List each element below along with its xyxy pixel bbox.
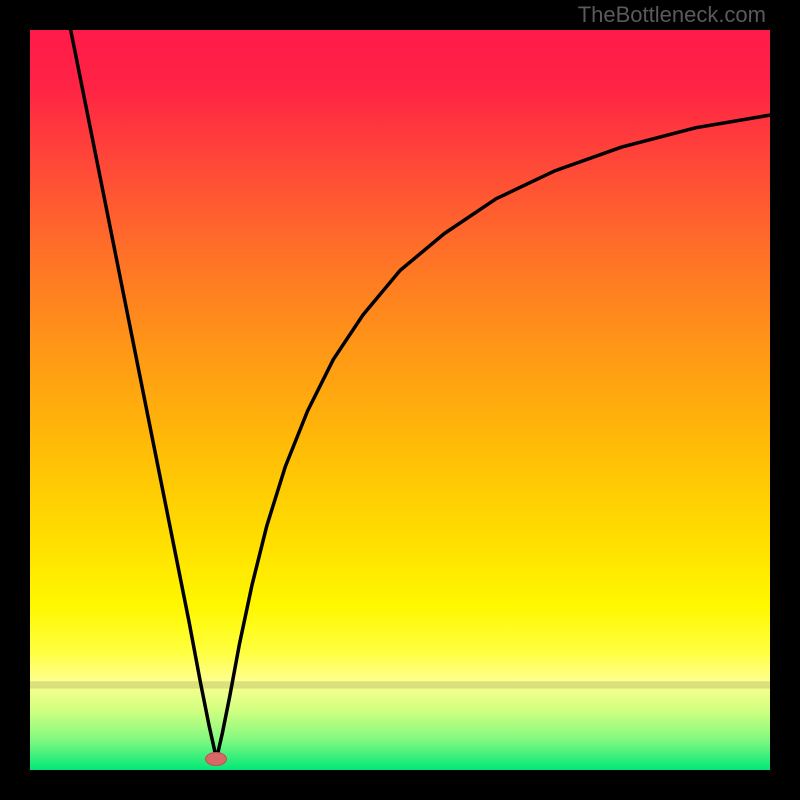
plot-area (30, 30, 770, 770)
watermark-text: TheBottleneck.com (578, 2, 766, 28)
chart-container: TheBottleneck.com (0, 0, 800, 800)
bottleneck-curve (30, 30, 770, 770)
frame-right (770, 0, 800, 800)
frame-left (0, 0, 30, 800)
frame-bottom (0, 770, 800, 800)
